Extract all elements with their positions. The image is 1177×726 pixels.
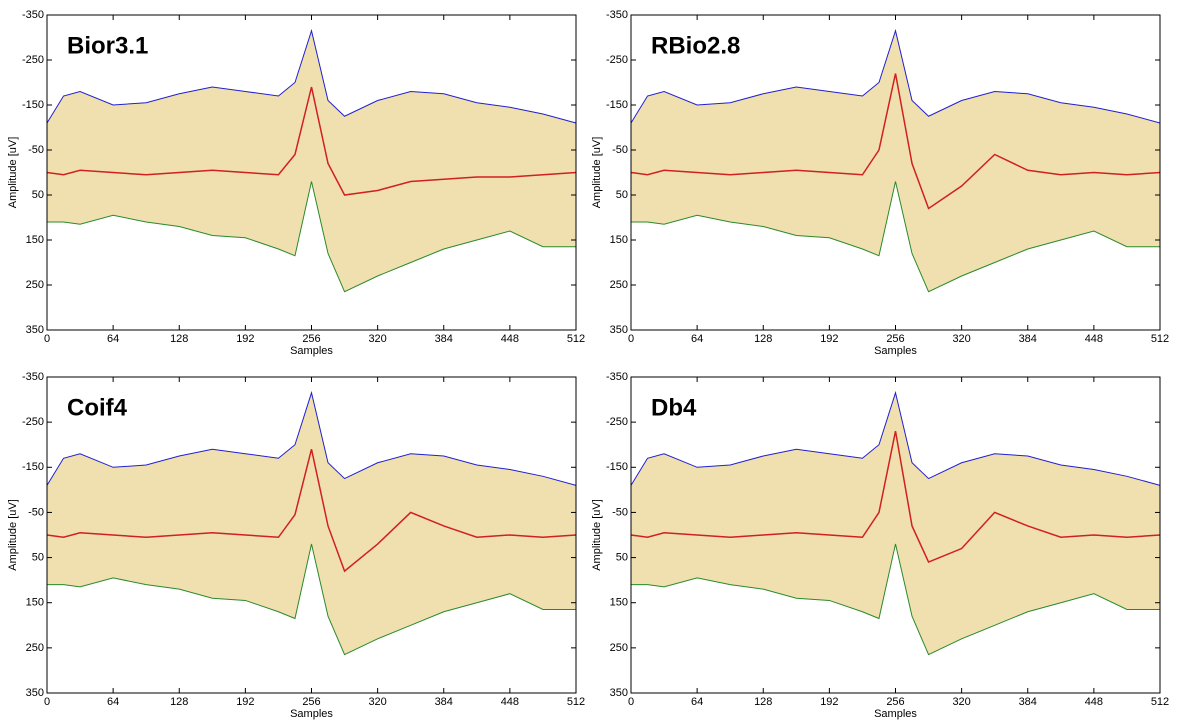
line [47,181,576,293]
y-tick-label: -150 [606,99,628,111]
y-tick-label: -250 [22,416,44,428]
line [630,431,1161,564]
x-tick-label: 256 [302,333,320,345]
x-tick-label: 448 [501,333,519,345]
y-tick-label: 350 [26,324,44,336]
x-tick-label: 128 [754,333,772,345]
x-axis-label: Samples [290,345,333,357]
line [630,73,1161,210]
y-tick-label: -350 [606,371,628,383]
y-tick-label: -250 [606,416,628,428]
x-tick-label: 320 [368,333,386,345]
x-axis-label: Samples [290,708,333,720]
x-tick-label: 512 [1151,696,1169,708]
x-tick-label: 512 [1151,333,1169,345]
x-tick-label: 320 [368,696,386,708]
line [631,543,1160,656]
y-axis-label: Amplitude [uV] [591,499,603,571]
y-tick-label: -150 [606,461,628,473]
x-tick-label: 448 [1085,333,1103,345]
y-tick-label: 350 [610,687,628,699]
y-axis-label: Amplitude [uV] [7,137,19,209]
panel-title: Coif4 [67,394,128,421]
x-tick-label: 384 [1019,696,1037,708]
line [46,449,577,573]
x-tick-label: 384 [1019,333,1037,345]
y-tick-label: -250 [22,54,44,66]
y-tick-label: 250 [26,279,44,291]
line [47,543,576,656]
y-tick-label: 350 [26,687,44,699]
x-tick-label: 64 [691,696,703,708]
y-tick-label: 350 [610,324,628,336]
x-tick-label: 64 [107,696,119,708]
x-tick-label: 128 [170,696,188,708]
y-tick-label: 50 [616,551,628,563]
x-tick-label: 0 [628,333,634,345]
x-tick-label: 384 [435,333,453,345]
line [46,28,577,124]
y-tick-label: 150 [26,597,44,609]
y-tick-label: 50 [32,551,44,563]
y-tick-label: -350 [22,9,44,21]
panel-title: Db4 [651,394,697,421]
y-tick-label: 250 [610,642,628,654]
y-tick-label: -250 [606,54,628,66]
y-tick-label: -50 [28,144,44,156]
y-axis-label: Amplitude [uV] [591,137,603,209]
x-axis-label: Samples [874,345,917,357]
line [46,390,577,486]
x-tick-label: 384 [435,696,453,708]
line [630,390,1161,486]
line [46,86,577,196]
x-tick-label: 256 [886,696,904,708]
y-tick-label: -350 [22,371,44,383]
x-tick-label: 128 [170,333,188,345]
x-tick-label: 192 [236,333,254,345]
y-tick-label: 150 [610,597,628,609]
x-tick-label: 0 [44,696,50,708]
x-tick-label: 64 [691,333,703,345]
panel-title: RBio2.8 [651,32,740,59]
line [630,28,1161,124]
y-tick-label: 50 [32,189,44,201]
panel-title: Bior3.1 [67,32,148,59]
x-tick-label: 320 [952,696,970,708]
x-tick-label: 0 [44,333,50,345]
y-tick-label: 250 [26,642,44,654]
y-tick-label: -150 [22,99,44,111]
x-tick-label: 448 [501,696,519,708]
x-tick-label: 192 [820,333,838,345]
line [631,181,1160,293]
x-tick-label: 0 [628,696,634,708]
y-tick-label: -350 [606,9,628,21]
x-tick-label: 64 [107,333,119,345]
y-axis-label: Amplitude [uV] [7,499,19,571]
x-axis-label: Samples [874,708,917,720]
x-tick-label: 192 [820,696,838,708]
x-tick-label: 320 [952,333,970,345]
y-tick-label: -50 [28,506,44,518]
y-tick-label: 150 [610,234,628,246]
x-tick-label: 128 [754,696,772,708]
y-tick-label: -50 [612,144,628,156]
y-tick-label: 50 [616,189,628,201]
x-tick-label: 448 [1085,696,1103,708]
x-tick-label: 512 [567,696,585,708]
y-tick-label: -150 [22,461,44,473]
y-tick-label: -50 [612,506,628,518]
y-tick-label: 250 [610,279,628,291]
x-tick-label: 512 [567,333,585,345]
x-tick-label: 256 [886,333,904,345]
y-tick-label: 150 [26,234,44,246]
x-tick-label: 192 [236,696,254,708]
x-tick-label: 256 [302,696,320,708]
